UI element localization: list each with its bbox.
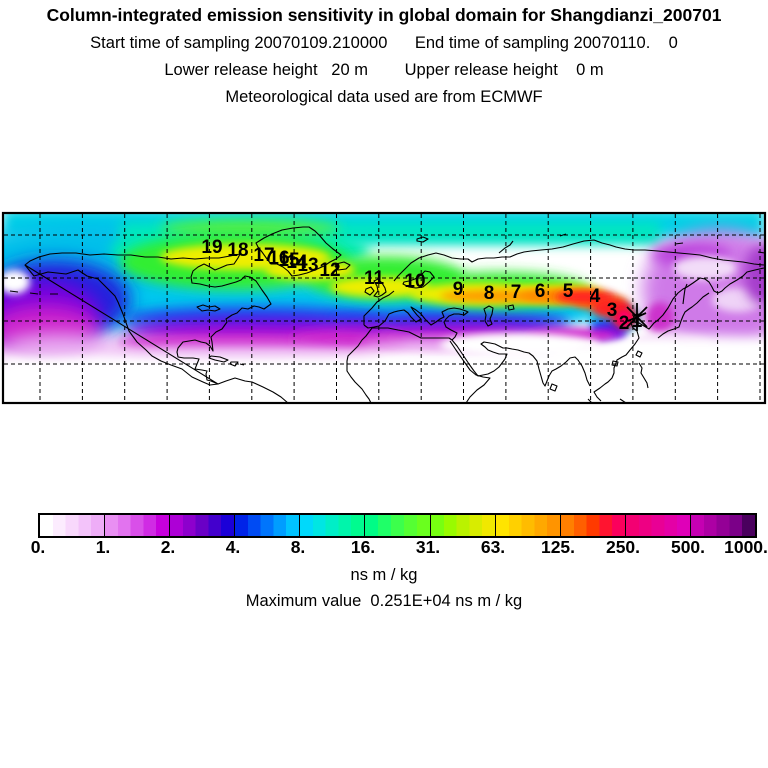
colorbar-tick: 31. (415, 537, 441, 557)
colorbar-segment (689, 515, 756, 536)
colorbar (38, 513, 757, 538)
trajectory-label-18: 18 (227, 240, 248, 261)
trajectory-label-7: 7 (511, 282, 522, 303)
trajectory-label-5: 5 (563, 281, 574, 302)
colorbar-tick: 0. (30, 537, 46, 557)
colorbar-tick: 250. (605, 537, 641, 557)
trajectory-label-2: 2 (619, 313, 630, 334)
colorbar-tick: 500. (670, 537, 706, 557)
colorbar-segment (104, 515, 170, 536)
colorbar-segment (169, 515, 235, 536)
release-heights-line: Lower release height 20 m Upper release … (164, 61, 604, 79)
trajectory-label-3: 3 (607, 300, 618, 321)
colorbar-tick: 1. (95, 537, 111, 557)
trajectory-label-19: 19 (201, 237, 222, 258)
sampling-times-line: Start time of sampling 20070109.210000 E… (90, 34, 678, 52)
colorbar-tick: 125. (540, 537, 576, 557)
colorbar-segment (494, 515, 560, 536)
trajectory-label-8: 8 (484, 283, 495, 304)
trajectory-label-4: 4 (590, 286, 601, 307)
trajectory-label-12: 12 (319, 260, 340, 281)
trajectory-label-16: 16 (268, 248, 289, 269)
colorbar-tick: 2. (160, 537, 176, 557)
colorbar-tick: 16. (350, 537, 376, 557)
trajectory-label-10: 10 (404, 271, 425, 292)
trajectory-label-14: 14 (286, 252, 308, 273)
trajectory-label-6: 6 (535, 281, 546, 302)
map-border (1, 211, 767, 405)
colorbar-tick-labels: 0. 1. 2. 4. 8. 16. 31. 63. 125. 250. 500. 1000. (0, 537, 768, 557)
trajectory-label-11: 11 (364, 268, 385, 289)
met-data-line: Meteorological data used are from ECMWF (225, 88, 543, 106)
sensitivity-field (3, 213, 765, 403)
gridlines (4, 214, 764, 402)
colorbar-segment (40, 515, 105, 536)
maximum-value-label: Maximum value 0.251E+04 ns m / kg (245, 592, 523, 610)
trajectory-label-15: 15 (278, 250, 300, 271)
colorbar-tick: 4. (225, 537, 241, 557)
colorbar-tick: 63. (480, 537, 506, 557)
colorbar-tick: 1000. (724, 537, 768, 557)
colorbar-tick: 8. (290, 537, 306, 557)
page-title: Column-integrated emission sensitivity i… (46, 5, 722, 25)
colorbar-segment (234, 515, 300, 536)
trajectory-label-17: 17 (253, 245, 274, 266)
colorbar-segment (624, 515, 690, 536)
trajectory-label-13: 13 (297, 255, 318, 276)
trajectory-label-9: 9 (453, 279, 464, 300)
colorbar-segment (364, 515, 430, 536)
colorbar-unit-label: ns m / kg (350, 566, 418, 584)
coastlines (9, 226, 765, 403)
colorbar-segment (559, 515, 625, 536)
source-marker-icon (626, 303, 648, 331)
colorbar-segment (299, 515, 365, 536)
colorbar-segment (429, 515, 495, 536)
